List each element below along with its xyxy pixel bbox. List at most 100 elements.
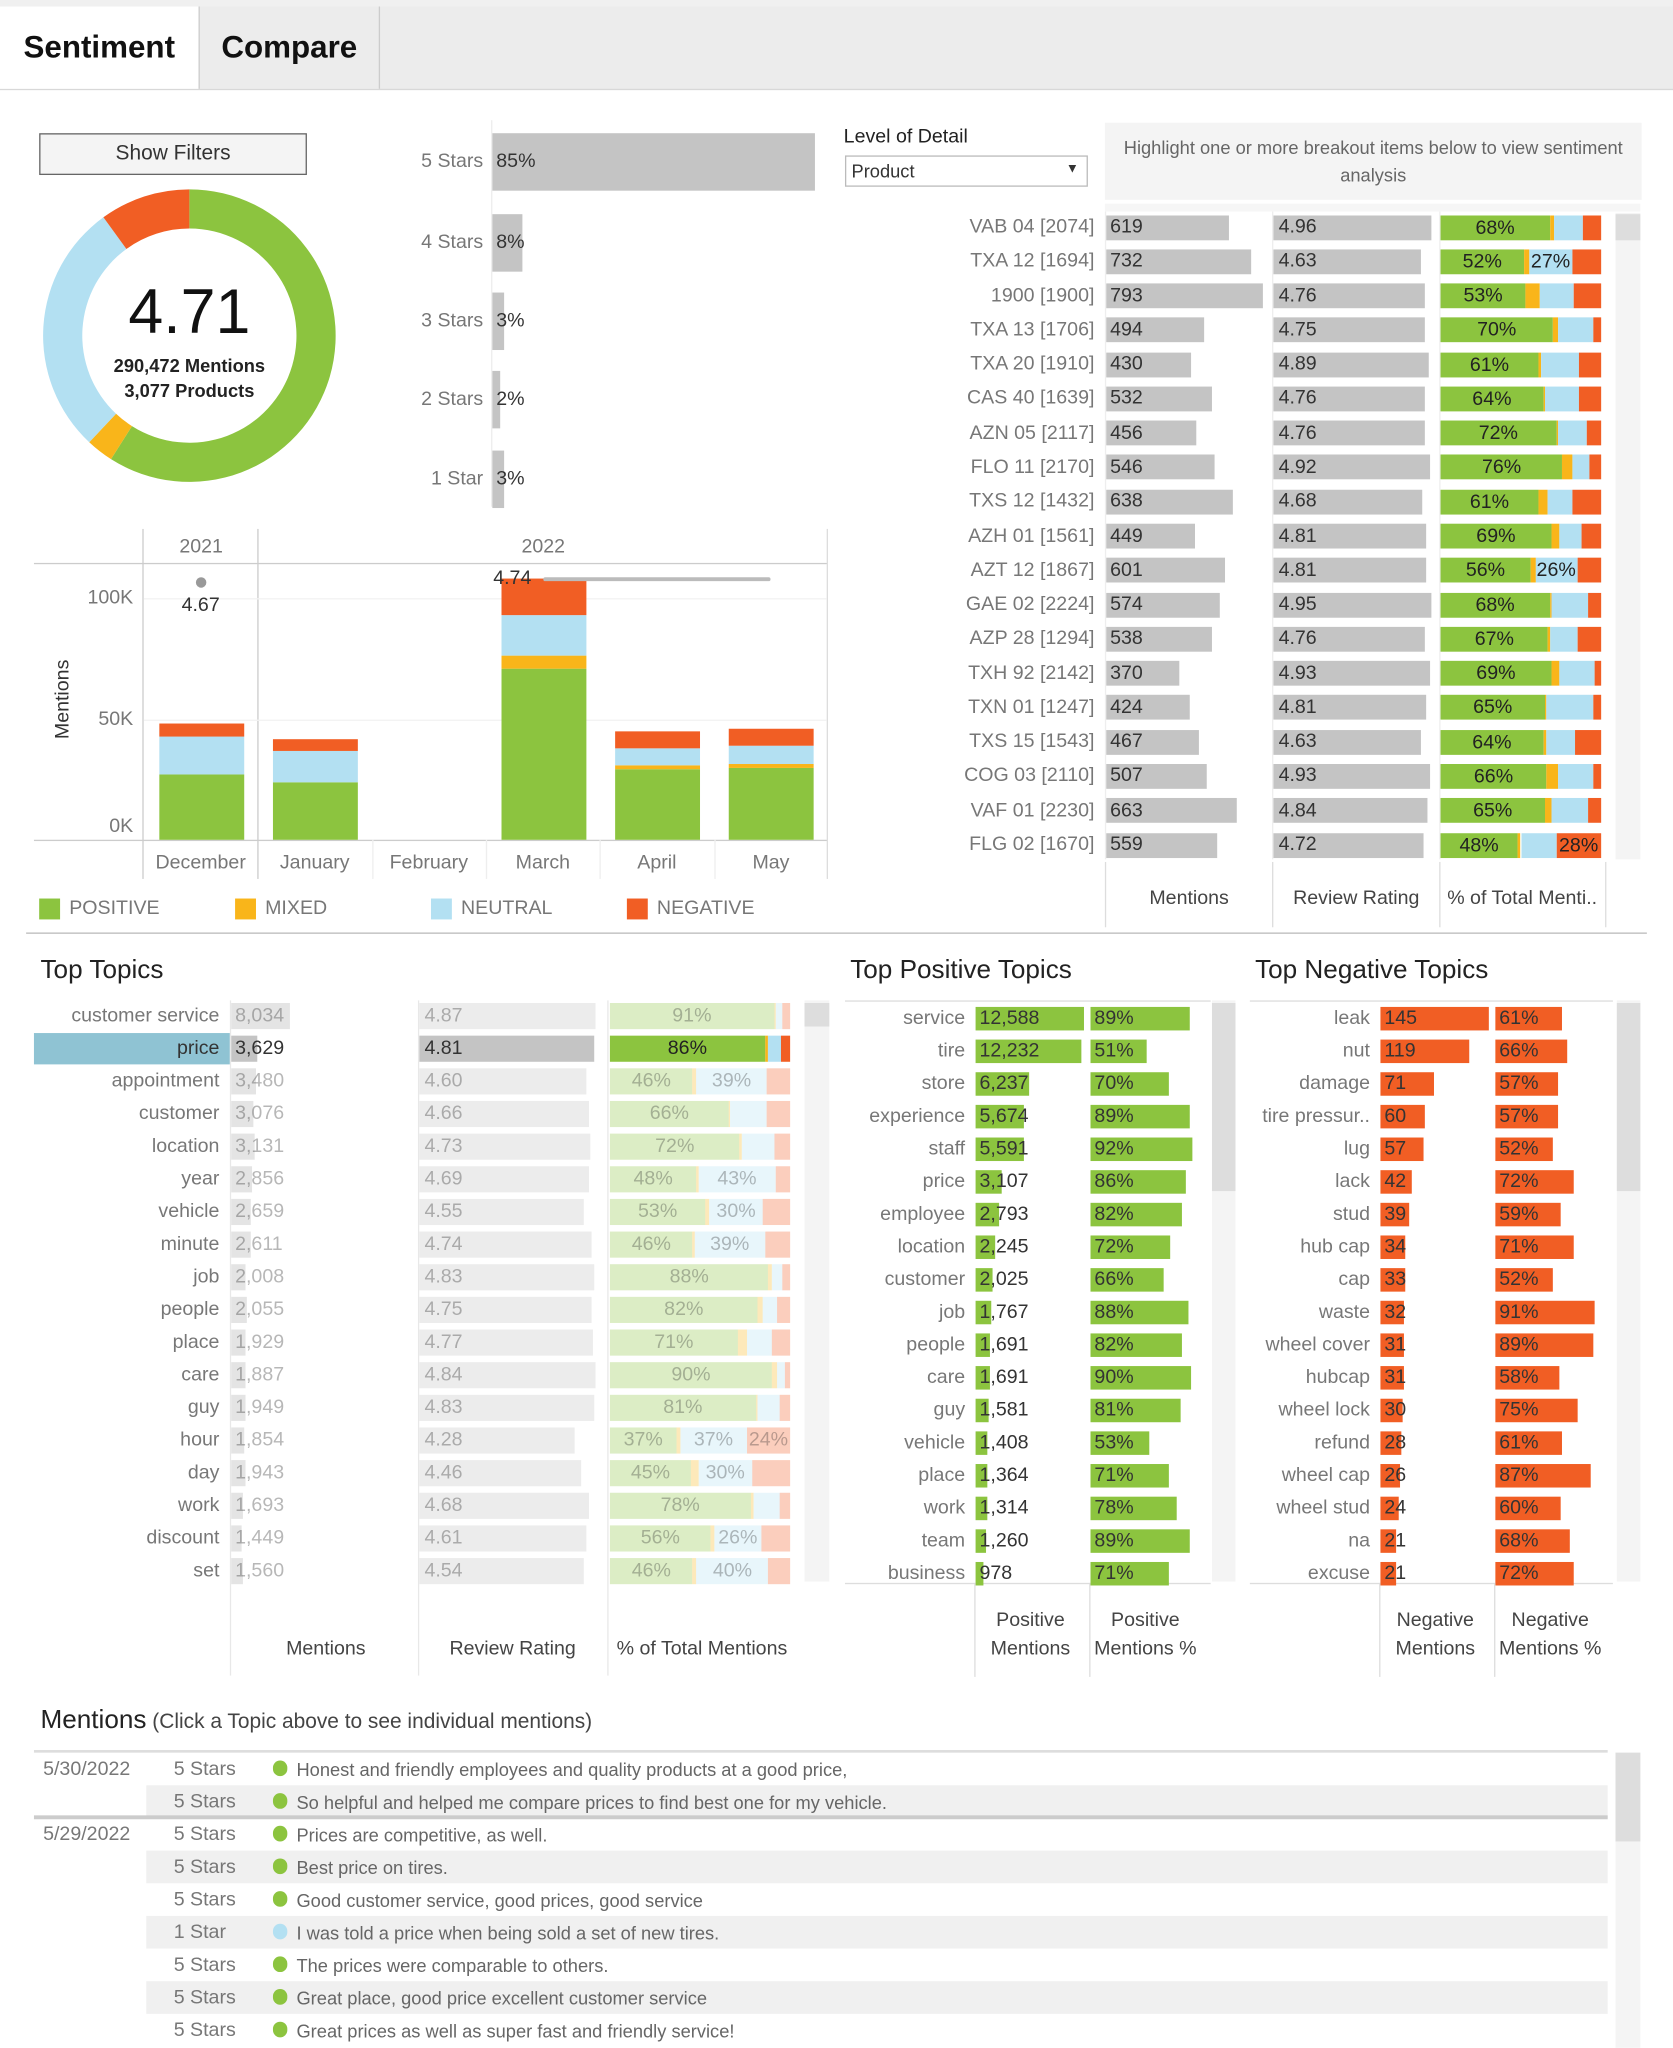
- topic-name[interactable]: price: [922, 1170, 966, 1193]
- rating-bar[interactable]: [419, 1460, 582, 1487]
- percent-bar[interactable]: [1090, 1137, 1193, 1162]
- mentions-bar[interactable]: [975, 1202, 1000, 1227]
- topic-name[interactable]: hubcap: [1305, 1366, 1370, 1389]
- percent-bar[interactable]: [1495, 1137, 1553, 1162]
- mentions-bar[interactable]: [231, 1003, 290, 1030]
- percent-bar[interactable]: [1090, 1104, 1190, 1129]
- mentions-bar[interactable]: [231, 1035, 258, 1062]
- mentions-bar[interactable]: [231, 1329, 246, 1356]
- bar-positive-december[interactable]: [158, 774, 244, 840]
- topic-name[interactable]: customer service: [71, 1004, 220, 1027]
- topic-name[interactable]: day: [187, 1461, 220, 1484]
- percent-bar[interactable]: [1495, 1561, 1575, 1586]
- mentions-bar[interactable]: [1380, 1300, 1405, 1325]
- mentions-bar[interactable]: [975, 1431, 988, 1455]
- rating-bar[interactable]: [419, 1133, 591, 1160]
- product-name[interactable]: TXA 20 [1910]: [970, 352, 1095, 375]
- percent-bar[interactable]: [1495, 1529, 1570, 1553]
- product-name[interactable]: FLO 11 [2170]: [970, 455, 1095, 478]
- mentions-bar[interactable]: [1380, 1398, 1403, 1423]
- topics-scrollbar[interactable]: [804, 1000, 830, 1582]
- topic-name[interactable]: place: [172, 1330, 220, 1354]
- product-name[interactable]: TXN 01 [1247]: [968, 695, 1095, 719]
- percent-bar[interactable]: [1090, 1006, 1190, 1031]
- topic-name[interactable]: location: [151, 1134, 220, 1158]
- rating-bar[interactable]: [419, 1329, 593, 1356]
- topic-name[interactable]: na: [1348, 1529, 1370, 1552]
- mentions-bar[interactable]: [975, 1333, 991, 1357]
- mentions-bar[interactable]: [1380, 1039, 1470, 1064]
- mentions-bar[interactable]: [231, 1068, 257, 1095]
- topic-name[interactable]: team: [921, 1529, 966, 1552]
- rating-bar[interactable]: [1273, 832, 1424, 858]
- legend-label-neutral[interactable]: NEUTRAL: [461, 897, 553, 920]
- percent-bar[interactable]: [1495, 1366, 1559, 1390]
- topic-name[interactable]: guy: [933, 1398, 966, 1421]
- bar-mixed-march[interactable]: [501, 656, 586, 669]
- mentions-bar[interactable]: [975, 1366, 991, 1390]
- rating-bar[interactable]: [1273, 489, 1423, 515]
- topic-name[interactable]: staff: [928, 1137, 966, 1160]
- rating-bar[interactable]: [419, 1296, 592, 1323]
- rating-bar[interactable]: [1273, 420, 1426, 446]
- product-name[interactable]: AZT 12 [1867]: [970, 558, 1095, 581]
- rating-bar[interactable]: [1273, 283, 1426, 309]
- mentions-bar[interactable]: [1380, 1333, 1404, 1357]
- rating-bar[interactable]: [419, 1231, 592, 1258]
- legend-swatch-mixed[interactable]: [235, 898, 256, 920]
- mentions-bar[interactable]: [975, 1072, 1030, 1096]
- rating-bar[interactable]: [419, 1492, 590, 1519]
- topic-name[interactable]: refund: [1314, 1431, 1370, 1454]
- mentions-bar[interactable]: [975, 1300, 991, 1325]
- topic-name[interactable]: excuse: [1307, 1561, 1370, 1585]
- topic-name[interactable]: price: [176, 1036, 220, 1060]
- column-header[interactable]: % of Total Menti..: [1447, 886, 1598, 909]
- topic-name[interactable]: care: [181, 1363, 220, 1386]
- rating-bar[interactable]: [419, 1525, 587, 1552]
- mention-text[interactable]: The prices were comparable to others.: [296, 1955, 609, 1976]
- topic-name[interactable]: appointment: [111, 1069, 220, 1092]
- mentions-bar[interactable]: [231, 1525, 242, 1552]
- mentions-bar[interactable]: [1106, 386, 1212, 412]
- star-bar[interactable]: [492, 133, 815, 191]
- mentions-bar[interactable]: [975, 1464, 988, 1488]
- column-header[interactable]: Positive Mentions: [990, 1608, 1071, 1660]
- percent-bar[interactable]: [1090, 1561, 1170, 1586]
- mentions-bar[interactable]: [975, 1039, 1081, 1064]
- topic-name[interactable]: damage: [1299, 1072, 1370, 1095]
- star-bar[interactable]: [492, 370, 500, 429]
- level-of-detail-select[interactable]: Product ▼: [844, 155, 1088, 187]
- mention-row[interactable]: [146, 1850, 1608, 1884]
- percent-bar[interactable]: [1090, 1170, 1186, 1194]
- legend-label-positive[interactable]: POSITIVE: [69, 897, 160, 920]
- mentions-bar[interactable]: [231, 1492, 244, 1519]
- topic-name[interactable]: vehicle: [158, 1200, 220, 1223]
- mentions-bar[interactable]: [1106, 283, 1263, 309]
- mentions-bar[interactable]: [975, 1398, 990, 1423]
- legend-swatch-positive[interactable]: [39, 898, 61, 920]
- topic-name[interactable]: tire pressur..: [1262, 1104, 1370, 1128]
- bar-positive-may[interactable]: [729, 768, 815, 840]
- mentions-bar[interactable]: [1380, 1072, 1434, 1096]
- product-name[interactable]: GAE 02 [2224]: [965, 593, 1095, 616]
- column-header[interactable]: Mentions: [1149, 886, 1229, 909]
- percent-bar[interactable]: [1495, 1202, 1561, 1227]
- mentions-bar[interactable]: [231, 1558, 243, 1585]
- topic-name[interactable]: cap: [1338, 1268, 1370, 1291]
- topic-name[interactable]: tire: [937, 1039, 966, 1062]
- rating-bar[interactable]: [419, 1558, 585, 1585]
- percent-bar[interactable]: [1495, 1170, 1575, 1194]
- mentions-bar[interactable]: [1106, 558, 1225, 583]
- topic-name[interactable]: people: [906, 1333, 966, 1356]
- mentions-bar[interactable]: [975, 1170, 1003, 1194]
- column-header[interactable]: Negative Mentions: [1395, 1608, 1476, 1660]
- mentions-bar[interactable]: [1380, 1464, 1400, 1488]
- topic-name[interactable]: work: [178, 1494, 220, 1517]
- star-bar[interactable]: [492, 214, 523, 272]
- topic-name[interactable]: location: [897, 1235, 966, 1258]
- percent-bar[interactable]: [1090, 1366, 1191, 1390]
- bar-neutral-march[interactable]: [501, 615, 586, 657]
- mention-text[interactable]: Good customer service, good prices, good…: [296, 1889, 703, 1911]
- product-name[interactable]: TXA 13 [1706]: [970, 318, 1095, 341]
- bar-negative-january[interactable]: [272, 739, 358, 751]
